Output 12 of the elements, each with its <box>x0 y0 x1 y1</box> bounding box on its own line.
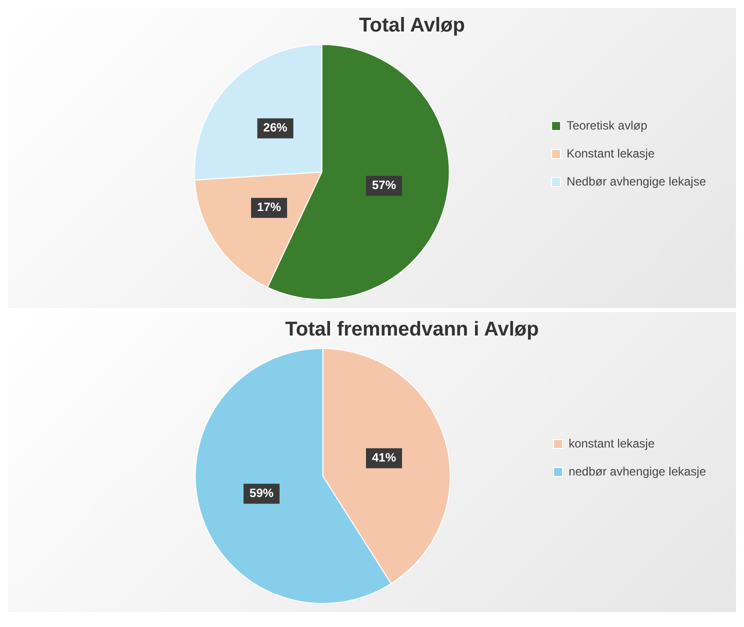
legend-label: konstant lekasje <box>568 436 655 450</box>
data-label: 26% <box>263 120 288 135</box>
legend-label: Teoretisk avløp <box>566 118 648 132</box>
legend-label: Nedbør avhengige lekajse <box>566 174 706 188</box>
data-label: 17% <box>257 200 282 214</box>
data-label: 41% <box>372 450 396 465</box>
legend-label: nedbør avhengige lekasje <box>568 464 706 478</box>
legend-label: Konstant lekasje <box>566 146 655 160</box>
data-label: 57% <box>372 178 396 192</box>
chart-title: Total Avløp <box>359 14 465 37</box>
data-label: 59% <box>250 486 274 500</box>
chart-title: Total fremmedvann i Avløp <box>285 318 539 341</box>
